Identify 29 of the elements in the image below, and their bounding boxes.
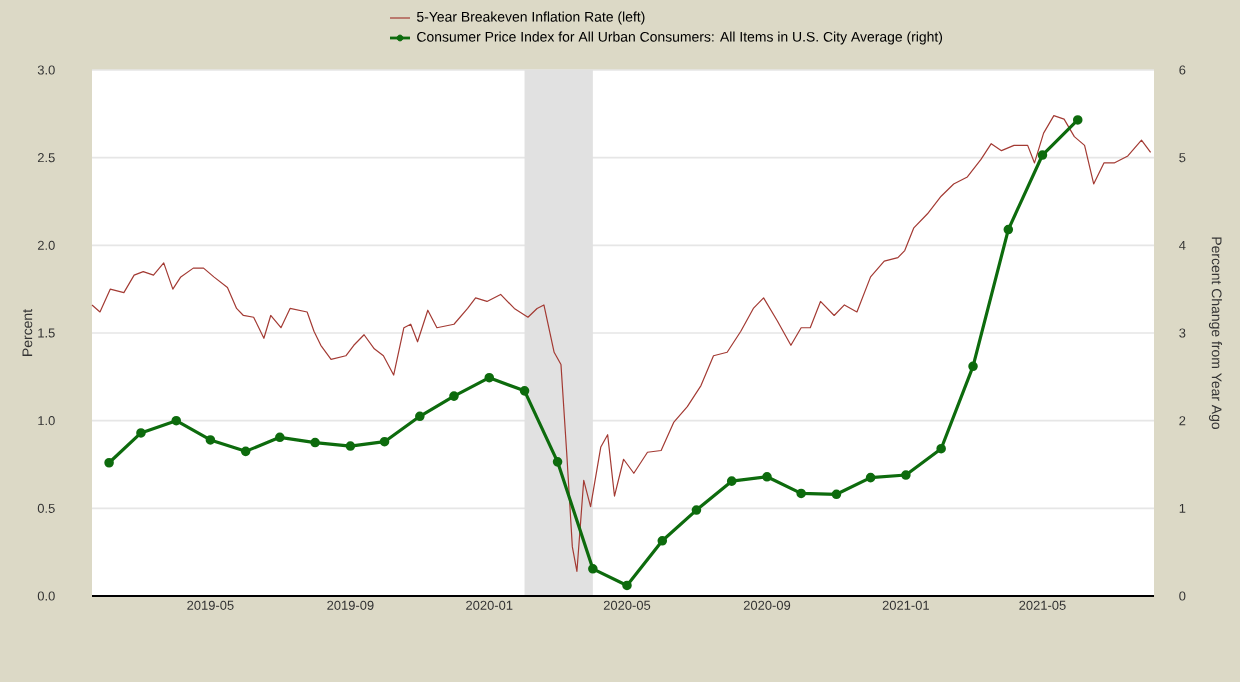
point bbox=[1003, 224, 1014, 235]
point bbox=[588, 564, 598, 574]
point bbox=[831, 489, 842, 500]
point bbox=[310, 437, 320, 448]
point bbox=[936, 443, 946, 454]
point bbox=[519, 386, 530, 396]
point bbox=[205, 435, 216, 445]
point bbox=[762, 471, 772, 482]
point bbox=[275, 432, 285, 443]
point bbox=[449, 391, 459, 401]
point bbox=[136, 428, 146, 438]
point bbox=[691, 505, 702, 515]
point bbox=[171, 415, 182, 426]
point bbox=[657, 535, 668, 546]
point bbox=[345, 441, 356, 451]
point bbox=[865, 472, 876, 483]
point bbox=[484, 372, 495, 383]
point bbox=[1072, 115, 1083, 125]
point bbox=[552, 457, 563, 467]
point bbox=[240, 446, 251, 457]
point bbox=[1037, 150, 1048, 160]
point bbox=[901, 470, 911, 480]
point bbox=[379, 436, 390, 447]
point bbox=[796, 488, 806, 499]
point bbox=[622, 580, 632, 591]
point bbox=[104, 457, 114, 468]
point bbox=[415, 411, 425, 422]
point bbox=[726, 476, 737, 486]
point bbox=[968, 361, 978, 372]
